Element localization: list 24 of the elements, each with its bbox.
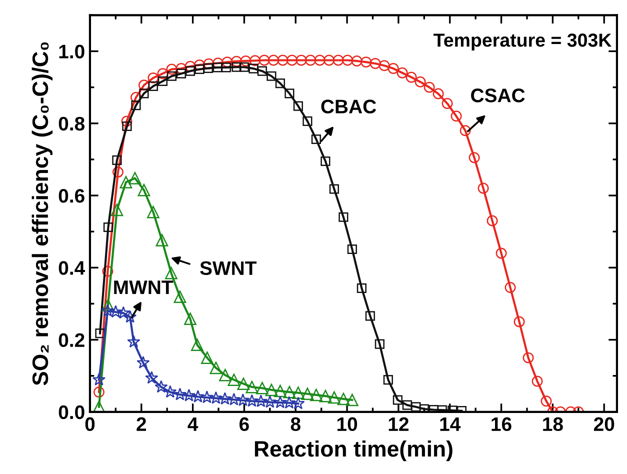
x-tick-label: 18: [543, 417, 563, 432]
y-tick-label: 0.4: [58, 261, 86, 275]
y-tick-label: 0.2: [58, 333, 84, 348]
x-tick-label: 8: [290, 417, 300, 432]
x-tick-label: 20: [594, 417, 614, 432]
x-axis-title: Reaction time(min): [254, 440, 452, 462]
x-tick-label: 16: [492, 417, 512, 432]
x-tick-label: 0: [85, 417, 95, 432]
x-tick-label: 14: [440, 417, 461, 431]
annotation: CBAC: [321, 100, 376, 114]
y-tick-label: 1.0: [59, 44, 84, 58]
x-tick-label: 10: [337, 417, 358, 432]
annotation: CSAC: [471, 88, 525, 102]
x-tick-label: 4: [188, 417, 198, 431]
x-tick-label: 12: [388, 417, 408, 431]
y-tick-label: 0.6: [58, 188, 84, 203]
annotation: MWNT: [114, 280, 174, 294]
annotation: SWNT: [200, 261, 257, 276]
y-tick-label: 0.8: [58, 116, 85, 131]
x-tick-label: 2: [136, 417, 146, 431]
x-tick-label: 6: [240, 417, 249, 432]
y-axis-title: SO₂ removal efficiency (C₀-C)/C₀: [32, 42, 53, 386]
annotation: Temperature = 303K: [434, 34, 612, 50]
y-tick-label: 0.0: [58, 405, 84, 420]
